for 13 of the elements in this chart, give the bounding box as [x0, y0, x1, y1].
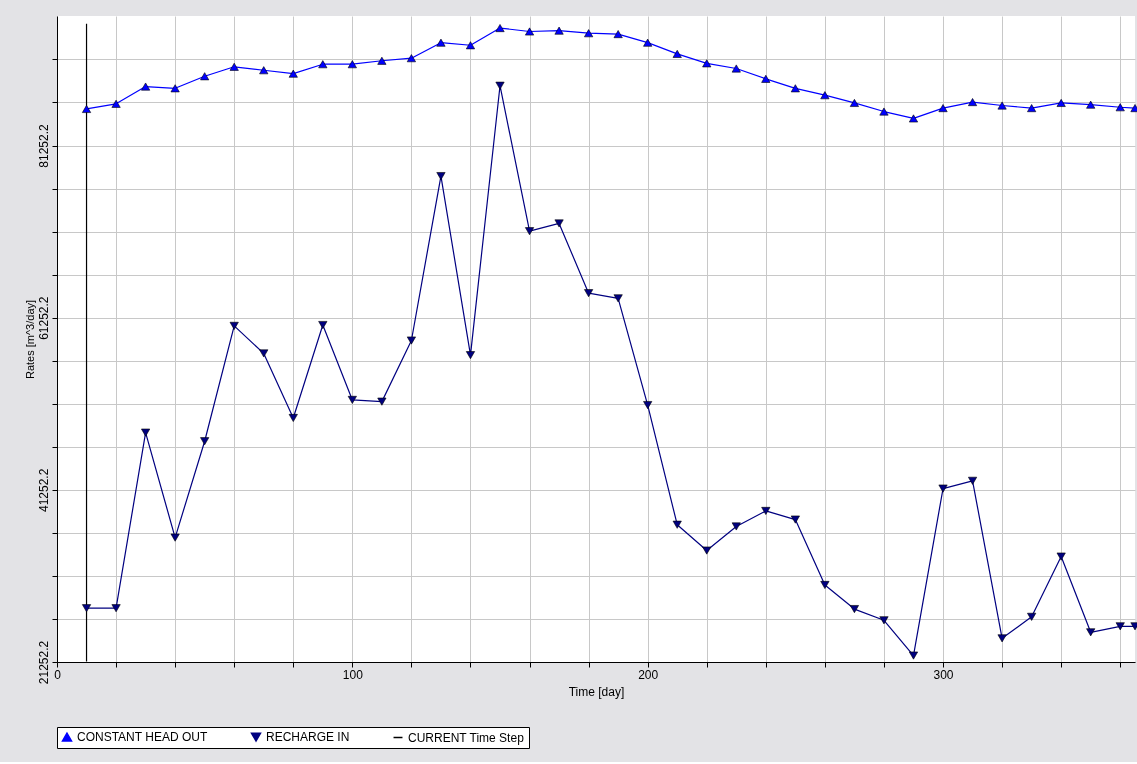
x-axis-title: Time [day] — [568, 684, 625, 699]
y-tick-label: 41252.2 — [36, 468, 51, 513]
x-tick-label: 0 — [54, 667, 62, 682]
legend-label: CURRENT Time Step — [408, 730, 525, 745]
legend-label: RECHARGE IN — [266, 730, 350, 745]
legend-label: CONSTANT HEAD OUT — [77, 730, 208, 745]
y-axis-title: Rates [m^3/day] — [23, 299, 36, 380]
x-tick-label: 300 — [933, 667, 954, 682]
y-tick-label: 61252.2 — [36, 296, 51, 340]
y-tick-label: 81252.2 — [36, 124, 51, 168]
x-tick-label: 100 — [342, 667, 364, 682]
x-tick-label: 200 — [638, 667, 659, 682]
y-tick-label: 21252.2 — [36, 640, 51, 685]
